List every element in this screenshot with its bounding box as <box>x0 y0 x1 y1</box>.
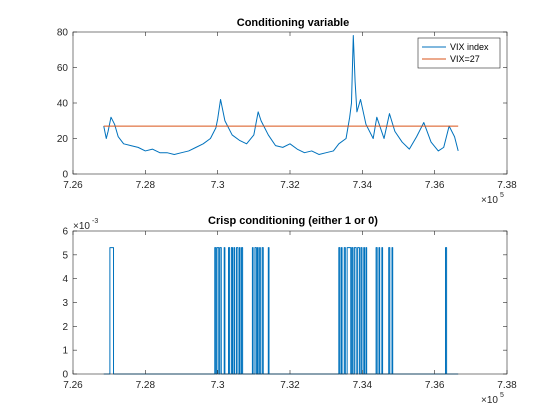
x-tick-label: 7.36 <box>425 180 445 191</box>
series-group <box>103 247 459 375</box>
y-tick-group: 0 20 40 60 80 <box>57 28 507 181</box>
crisp-conditioning-chart: Crisp conditioning (either 1 or 0) 7.26 7… <box>62 215 517 406</box>
x-multiplier: ×10 5 <box>481 392 504 406</box>
y-tick-label: 2 <box>62 322 68 333</box>
y-tick-label: 6 <box>62 227 68 238</box>
series-line-crisp <box>103 247 459 375</box>
plot-area <box>73 231 507 374</box>
y-tick-label: 0 <box>62 370 68 381</box>
series-group <box>103 35 459 155</box>
y-multiplier-label: ×10 <box>73 221 90 232</box>
y-tick-label: 3 <box>62 298 68 309</box>
x-tick-label: 7.38 <box>497 180 517 191</box>
x-multiplier-label: ×10 <box>481 395 498 406</box>
chart-title: Crisp conditioning (either 1 or 0) <box>208 215 378 227</box>
legend-box <box>417 37 501 69</box>
y-tick-label: 5 <box>62 250 68 261</box>
x-tick-label: 7.3 <box>211 380 225 391</box>
y-tick-label: 40 <box>57 99 69 110</box>
x-multiplier-exponent: 5 <box>500 192 504 199</box>
x-tick-label: 7.34 <box>353 180 373 191</box>
x-multiplier: ×10 5 <box>481 192 504 206</box>
x-tick-label: 7.38 <box>497 380 517 391</box>
y-multiplier-exponent: -3 <box>92 218 98 225</box>
x-tick-label: 7.26 <box>63 180 83 191</box>
x-tick-label: 7.36 <box>425 380 445 391</box>
x-tick-label: 7.3 <box>211 180 225 191</box>
conditioning-variable-chart: Conditioning variable 7.26 7.28 7.3 7.32 7.3… <box>57 17 517 206</box>
x-tick-label: 7.32 <box>280 380 300 391</box>
legend-label-vix-27: VIX=27 <box>450 54 480 64</box>
y-tick-label: 60 <box>57 63 69 74</box>
y-multiplier: ×10 -3 <box>73 218 98 232</box>
chart-title: Conditioning variable <box>237 17 349 29</box>
y-tick-label: 20 <box>57 134 69 145</box>
y-tick-label: 0 <box>62 170 68 181</box>
x-multiplier-label: ×10 <box>481 195 498 206</box>
x-tick-label: 7.28 <box>136 180 156 191</box>
legend-label-vix-index: VIX index <box>450 42 489 52</box>
x-tick-label: 7.32 <box>280 180 300 191</box>
series-line-vix-index <box>103 35 459 155</box>
x-multiplier-exponent: 5 <box>500 392 504 399</box>
x-tick-group: 7.26 7.28 7.3 7.32 7.34 7.36 7.38 <box>63 231 517 391</box>
x-tick-label: 7.28 <box>136 380 156 391</box>
y-tick-group: 0 1 2 3 4 5 6 <box>62 227 507 381</box>
y-tick-label: 1 <box>62 346 68 357</box>
x-tick-label: 7.26 <box>63 380 83 391</box>
x-tick-group: 7.26 7.28 7.3 7.32 7.34 7.36 7.38 <box>63 32 517 191</box>
legend: VIX index VIX=27 <box>417 37 501 69</box>
x-tick-label: 7.34 <box>353 380 373 391</box>
y-tick-label: 80 <box>57 28 69 39</box>
y-tick-label: 4 <box>62 274 68 285</box>
